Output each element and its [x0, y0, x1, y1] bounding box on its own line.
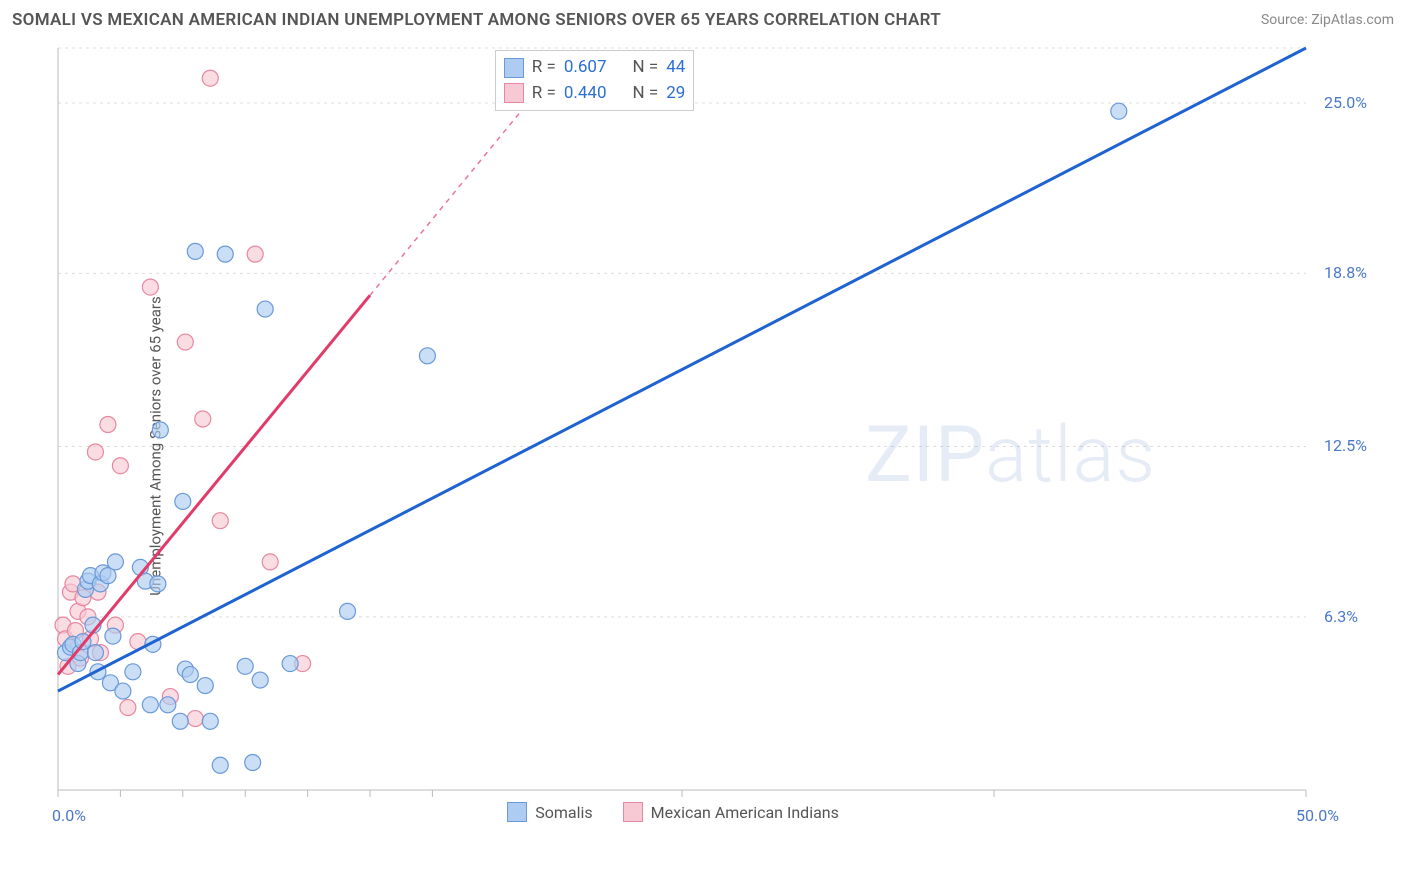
- series-name: Mexican American Indians: [651, 803, 839, 822]
- series-legend: Somalis Mexican American Indians: [507, 802, 839, 822]
- origin-label: 0.0%: [52, 806, 86, 825]
- legend-N-label: N =: [633, 81, 659, 107]
- legend-swatch: [504, 58, 524, 78]
- legend-row: R = 0.607 N = 44: [504, 55, 686, 81]
- legend-row: R = 0.440 N = 29: [504, 81, 686, 107]
- legend-R-value: 0.440: [564, 81, 607, 107]
- chart-source: Source: ZipAtlas.com: [1261, 12, 1394, 28]
- legend-R-value: 0.607: [564, 55, 607, 81]
- legend-R-label: R =: [532, 55, 556, 81]
- legend-swatch: [504, 83, 524, 103]
- x-max-label: 50.0%: [1296, 806, 1339, 825]
- chart-title: SOMALI VS MEXICAN AMERICAN INDIAN UNEMPL…: [12, 10, 941, 30]
- scatter-plot-svg: [46, 40, 1386, 840]
- legend-N-value: 29: [666, 81, 685, 107]
- legend-R-label: R =: [532, 81, 556, 107]
- legend-swatch: [507, 802, 527, 822]
- correlation-legend-box: R = 0.607 N = 44 R = 0.440 N = 29: [495, 50, 695, 111]
- legend-N-label: N =: [633, 55, 659, 81]
- y-tick-label: 6.3%: [1324, 607, 1358, 626]
- y-tick-label: 12.5%: [1324, 436, 1367, 455]
- y-tick-label: 25.0%: [1324, 93, 1367, 112]
- series-legend-item: Mexican American Indians: [623, 802, 839, 822]
- series-name: Somalis: [535, 803, 592, 822]
- series-legend-item: Somalis: [507, 802, 592, 822]
- plot-area: ZIPatlas R =0.607N =44R =0.440N =29 Soma…: [46, 40, 1386, 840]
- chart-header: SOMALI VS MEXICAN AMERICAN INDIAN UNEMPL…: [12, 10, 1394, 30]
- legend-swatch: [623, 802, 643, 822]
- y-tick-label: 18.8%: [1324, 263, 1367, 282]
- legend-N-value: 44: [666, 55, 685, 81]
